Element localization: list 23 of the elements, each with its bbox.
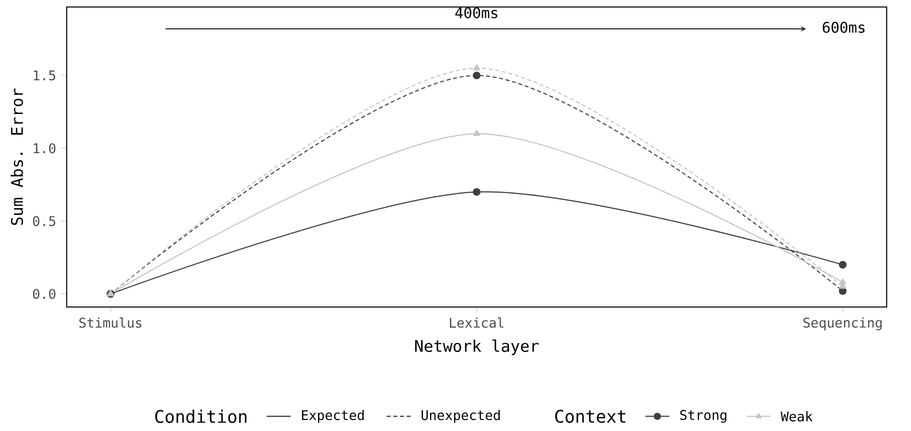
- y-tick-label: 1.0: [34, 143, 56, 154]
- text: Condition: [155, 410, 246, 424]
- point: [473, 64, 480, 70]
- x-tick-label: Sequencing: [803, 317, 882, 330]
- point: [473, 130, 480, 136]
- y-tick-label: 0.0: [33, 288, 56, 299]
- y-axis-title: Sum Abs. Error: [10, 88, 24, 225]
- annotation: 600ms: [822, 22, 865, 33]
- x-axis-title: Network layer: [415, 340, 539, 356]
- y-tick-label: 0.5: [33, 216, 56, 226]
- text: Strong: [680, 410, 726, 423]
- x-tick-label: Lexical: [450, 317, 504, 328]
- annotation: 400ms: [455, 7, 498, 18]
- x-tick-label: Stimulus: [79, 317, 142, 328]
- text: Expected: [302, 410, 364, 423]
- point: [838, 260, 847, 269]
- point: [839, 278, 846, 284]
- text: Weak: [780, 411, 813, 422]
- text: Context: [555, 410, 626, 423]
- point: [472, 188, 481, 196]
- point: [472, 72, 481, 80]
- text: Unexpected: [422, 410, 500, 423]
- y-tick-label: 1.5: [34, 70, 56, 80]
